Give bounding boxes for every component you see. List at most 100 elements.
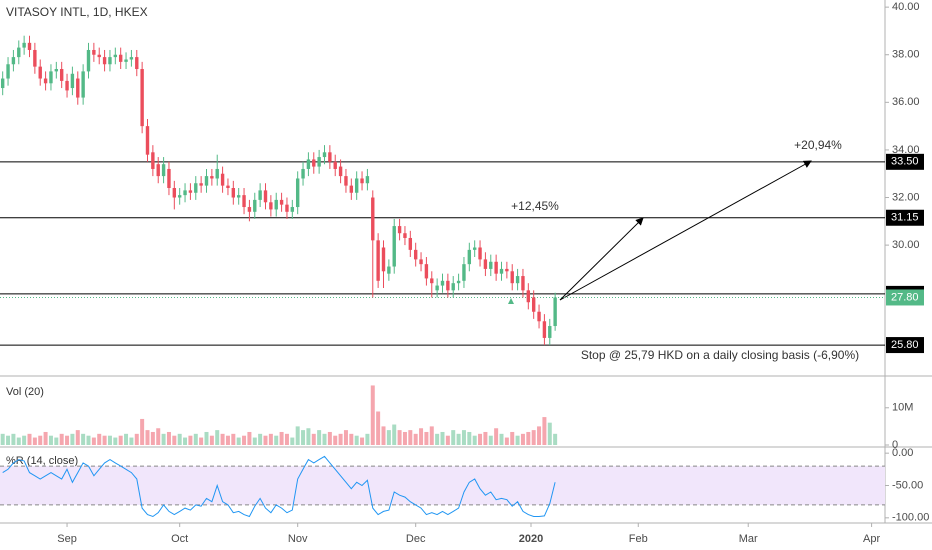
candle-body xyxy=(33,49,37,67)
candle-body xyxy=(11,57,16,65)
x-tick-label: Apr xyxy=(863,533,880,545)
volume-bar xyxy=(392,424,397,445)
volume-bar xyxy=(499,433,504,445)
candle-body xyxy=(354,178,359,193)
volume-bar xyxy=(204,431,209,445)
volume-bar xyxy=(343,430,348,445)
candle-body xyxy=(140,69,144,127)
y-tick-label: 10M xyxy=(892,402,913,414)
volume-bar xyxy=(263,435,268,445)
volume-bar xyxy=(59,433,64,445)
volume-bar xyxy=(317,430,322,445)
price-level-label: 33.50 xyxy=(891,156,919,168)
indicator-line xyxy=(2,455,556,518)
candle-body xyxy=(446,280,450,291)
x-tick-label: Mar xyxy=(739,533,758,545)
candle-body xyxy=(247,207,252,212)
candle-body xyxy=(413,249,418,260)
volume-bar xyxy=(268,433,273,445)
candle-body xyxy=(403,233,407,238)
candle-body xyxy=(322,152,327,158)
volume-bar xyxy=(199,437,204,445)
candle-body xyxy=(27,42,32,50)
candle-body xyxy=(392,226,396,267)
candle-body xyxy=(290,207,295,212)
volume-bar xyxy=(542,417,547,445)
volume-bar xyxy=(43,431,48,445)
volume-bar xyxy=(360,437,365,445)
y-tick-label: 38.00 xyxy=(892,49,920,61)
candle-body xyxy=(220,173,225,186)
volume-bar xyxy=(129,437,134,445)
candle-body xyxy=(430,278,434,284)
volume-bar xyxy=(311,433,316,445)
candle-body xyxy=(167,168,171,188)
volume-bar xyxy=(6,435,11,445)
volume-bar xyxy=(429,426,434,445)
volume-bar xyxy=(445,435,450,445)
candle-body xyxy=(215,168,219,179)
volume-bar xyxy=(81,433,86,445)
candle-body xyxy=(22,42,26,48)
candle-body xyxy=(183,190,187,196)
candle-body xyxy=(263,190,268,203)
volume-bar xyxy=(140,418,145,445)
candle-body xyxy=(177,195,182,198)
volume-bar xyxy=(11,433,16,445)
candle-body xyxy=(328,152,332,162)
candle-body xyxy=(6,64,10,79)
volume-bar xyxy=(408,430,413,445)
volume-bar xyxy=(161,433,166,445)
volume-bar xyxy=(402,431,407,445)
volume-bar xyxy=(102,435,107,445)
candle-body xyxy=(542,321,547,338)
volume-bar xyxy=(419,428,424,445)
volume-bar xyxy=(124,433,129,445)
volume-bar xyxy=(22,435,27,445)
volume-bar xyxy=(537,426,542,445)
candle-body xyxy=(456,280,461,284)
volume-bar xyxy=(526,431,531,445)
volume-bar xyxy=(97,433,102,445)
volume-bar xyxy=(236,437,241,445)
candle-body xyxy=(145,126,150,155)
candle-body xyxy=(269,202,273,210)
candle-body xyxy=(161,164,166,177)
candle-body xyxy=(295,178,300,208)
candle-body xyxy=(451,283,455,291)
volume-bar xyxy=(547,422,552,445)
candle-body xyxy=(54,69,59,72)
volume-bar xyxy=(193,433,198,445)
volume-bar xyxy=(86,435,91,445)
volume-bar xyxy=(349,433,354,445)
volume-bar xyxy=(510,431,515,445)
volume-bar xyxy=(461,430,466,445)
volume-bar xyxy=(150,431,155,445)
candle-body xyxy=(0,78,5,89)
volume-bar xyxy=(113,437,118,445)
annotation: +20,94% xyxy=(794,138,842,152)
candle-body xyxy=(199,183,203,186)
volume-bar xyxy=(91,437,96,445)
candle-body xyxy=(70,73,75,89)
volume-bar xyxy=(520,433,525,445)
candle-body xyxy=(102,57,107,65)
annotation: Stop @ 25,79 HKD on a daily closing basi… xyxy=(581,348,859,362)
candle-body xyxy=(381,247,386,272)
candle-body xyxy=(231,188,236,198)
candle-body xyxy=(242,195,246,208)
volume-bar xyxy=(48,435,53,445)
candle-body xyxy=(312,159,316,167)
volume-bar xyxy=(242,435,247,445)
candle-body xyxy=(156,164,160,177)
volume-bar xyxy=(215,430,220,445)
volume-bar xyxy=(413,433,418,445)
volume-bar xyxy=(435,433,440,445)
volume-bar xyxy=(333,435,338,445)
candle-body xyxy=(306,159,311,169)
volume-bar xyxy=(70,433,75,445)
volume-bar xyxy=(27,433,32,445)
y-tick-label: 40.00 xyxy=(892,1,920,13)
